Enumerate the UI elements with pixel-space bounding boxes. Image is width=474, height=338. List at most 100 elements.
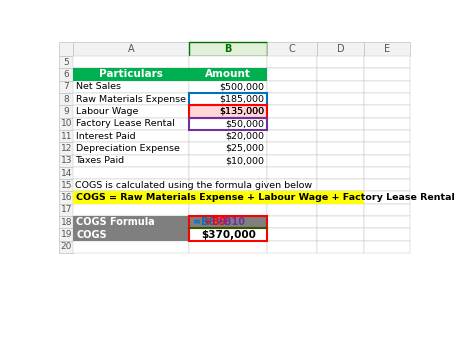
Text: 19: 19: [61, 230, 72, 239]
Bar: [190, 93, 267, 105]
Text: E: E: [384, 44, 390, 54]
Bar: [73, 118, 190, 130]
Text: 17: 17: [61, 206, 72, 214]
Bar: [73, 216, 190, 228]
Bar: [73, 192, 190, 204]
Bar: [73, 192, 364, 204]
Text: C: C: [289, 44, 295, 54]
Text: 7: 7: [64, 82, 69, 91]
Text: 14: 14: [61, 169, 72, 177]
Bar: [364, 179, 410, 192]
Text: 12: 12: [61, 144, 72, 153]
Bar: [190, 167, 267, 179]
Bar: [267, 105, 317, 118]
Text: 9: 9: [64, 107, 69, 116]
Bar: [59, 154, 73, 167]
Bar: [267, 80, 317, 93]
Bar: [59, 130, 73, 142]
Bar: [73, 80, 190, 93]
Bar: [317, 105, 364, 118]
Bar: [73, 228, 190, 241]
Text: $50,000: $50,000: [226, 119, 264, 128]
Bar: [73, 167, 190, 179]
Bar: [190, 42, 267, 56]
Text: $135,000: $135,000: [219, 107, 264, 116]
Bar: [364, 56, 410, 68]
Bar: [73, 42, 190, 56]
Text: Amount: Amount: [205, 69, 251, 79]
Bar: [364, 80, 410, 93]
Bar: [190, 179, 267, 192]
Text: COGS Formula: COGS Formula: [76, 217, 155, 227]
Bar: [59, 241, 73, 253]
Bar: [267, 192, 317, 204]
Text: Raw Materials Expense: Raw Materials Expense: [75, 95, 185, 103]
Bar: [59, 118, 73, 130]
Bar: [267, 93, 317, 105]
Bar: [317, 56, 364, 68]
Bar: [73, 93, 190, 105]
Text: $10,000: $10,000: [226, 156, 264, 165]
Text: 6: 6: [64, 70, 69, 79]
Bar: [267, 228, 317, 241]
Text: COGS is calculated using the formula given below: COGS is calculated using the formula giv…: [75, 181, 312, 190]
Bar: [73, 130, 190, 142]
Bar: [364, 118, 410, 130]
Bar: [317, 130, 364, 142]
Bar: [317, 204, 364, 216]
Text: 5: 5: [64, 57, 69, 67]
Bar: [59, 204, 73, 216]
Bar: [59, 179, 73, 192]
Bar: [73, 68, 190, 80]
Bar: [190, 241, 267, 253]
Bar: [59, 142, 73, 154]
Text: COGS = Raw Materials Expense + Labour Wage + Factory Lease Rental: COGS = Raw Materials Expense + Labour Wa…: [75, 193, 454, 202]
Bar: [190, 68, 267, 80]
Bar: [267, 241, 317, 253]
Bar: [73, 154, 190, 167]
Bar: [190, 80, 267, 93]
Text: Particulars: Particulars: [100, 69, 163, 79]
Bar: [73, 105, 190, 118]
Text: 10: 10: [61, 119, 72, 128]
Bar: [364, 42, 410, 56]
Text: 15: 15: [61, 181, 72, 190]
Bar: [190, 216, 267, 228]
Bar: [364, 167, 410, 179]
Bar: [267, 118, 317, 130]
Text: Depreciation Expense: Depreciation Expense: [75, 144, 179, 153]
Bar: [267, 179, 317, 192]
Bar: [59, 93, 73, 105]
Bar: [364, 142, 410, 154]
Bar: [364, 105, 410, 118]
Text: Net Sales: Net Sales: [75, 82, 120, 91]
Bar: [267, 68, 317, 80]
Text: Factory Lease Rental: Factory Lease Rental: [75, 119, 174, 128]
Bar: [364, 216, 410, 228]
Text: +B10: +B10: [216, 217, 245, 227]
Bar: [190, 228, 267, 241]
Text: =B8: =B8: [192, 217, 215, 227]
Bar: [317, 68, 364, 80]
Bar: [317, 167, 364, 179]
Bar: [59, 80, 73, 93]
Text: $500,000: $500,000: [219, 82, 264, 91]
Bar: [364, 68, 410, 80]
Bar: [190, 154, 267, 167]
Bar: [59, 228, 73, 241]
Bar: [267, 130, 317, 142]
Bar: [190, 105, 267, 118]
Bar: [364, 130, 410, 142]
Bar: [59, 56, 73, 68]
Text: Interest Paid: Interest Paid: [75, 131, 135, 141]
Bar: [190, 56, 267, 68]
Text: B: B: [225, 44, 232, 54]
Bar: [317, 80, 364, 93]
Bar: [317, 42, 364, 56]
Bar: [190, 105, 267, 118]
Text: A: A: [128, 44, 135, 54]
Text: D: D: [337, 44, 345, 54]
Text: +B9: +B9: [204, 217, 227, 227]
Bar: [267, 154, 317, 167]
Bar: [317, 154, 364, 167]
